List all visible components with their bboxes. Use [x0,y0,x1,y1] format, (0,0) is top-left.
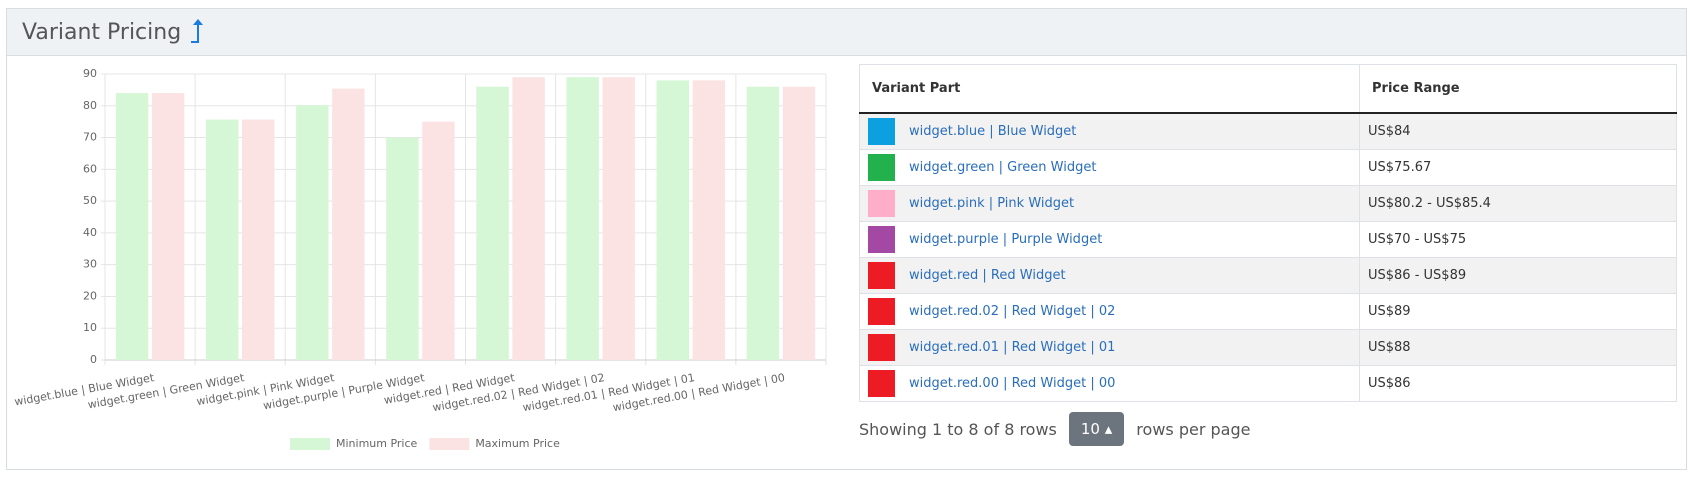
bar [422,121,455,361]
cell: widget.red.00 | Red Widget | 00 [859,365,1360,402]
bar [241,119,275,360]
y-tick-label: 50 [83,194,97,207]
part-link[interactable]: widget.pink | Pink Widget [909,196,1075,211]
price-cell: US$86 - US$89 [1359,257,1677,294]
legend-swatch [290,438,330,450]
cell: widget.blue | Blue Widget [859,112,1360,150]
panel: Variant Pricing [6,8,1687,470]
bar [386,137,419,360]
color-swatch [868,118,895,145]
table-row: widget.blue | Blue Widget US$84 [859,112,1677,150]
part-link[interactable]: widget.purple | Purple Widget [909,232,1103,247]
y-tick-label: 30 [83,258,97,271]
y-tick-label: 40 [83,226,97,239]
variant-table: Variant Part Price Range widget.blue | Blu… [859,64,1677,402]
table-row: widget.purple | Purple Widget US$70 - US$… [859,221,1677,258]
column-header[interactable]: Price Range [1359,64,1677,114]
part-link[interactable]: widget.green | Green Widget [909,160,1097,175]
part-link[interactable]: widget.red.02 | Red Widget | 02 [909,304,1116,319]
cell: widget.red.02 | Red Widget | 02 [859,293,1360,330]
y-tick-label: 90 [83,67,97,80]
y-tick-label: 70 [83,131,97,144]
bar [296,105,329,360]
price-cell: US$70 - US$75 [1359,221,1677,258]
cell: widget.pink | Pink Widget [859,185,1360,222]
bar [512,77,545,360]
color-swatch [868,154,895,181]
bar [115,93,149,361]
bar [656,80,690,360]
color-swatch [868,190,895,217]
color-swatch [868,262,895,289]
color-swatch [868,298,895,325]
price-cell: US$75.67 [1359,149,1677,186]
bar [151,93,185,361]
y-tick-label: 60 [83,162,97,175]
bar [746,86,780,360]
cell: widget.red.01 | Red Widget | 01 [859,329,1360,366]
table-row: widget.red.00 | Red Widget | 00 US$86 [859,365,1677,402]
bar [602,77,635,360]
cell: widget.red | Red Widget [859,257,1360,294]
table-row: widget.pink | Pink Widget US$80.2 - US$85… [859,185,1677,222]
legend-label: Maximum Price [475,437,560,450]
table-row: widget.red.01 | Red Widget | 01 US$88 [859,329,1677,366]
price-cell: US$88 [1359,329,1677,366]
y-tick-label: 20 [83,289,97,302]
bar [566,77,599,360]
price-cell: US$84 [1359,112,1677,150]
color-swatch [868,334,895,361]
page-size: 10 [1080,420,1100,438]
legend-label: Minimum Price [336,437,418,450]
bar [476,86,509,360]
color-swatch [868,370,895,397]
pagination-summary: Showing 1 to 8 of 8 rows [859,419,1057,439]
pagination: Showing 1 to 8 of 8 rows 10 ▴ rows per p… [859,412,1250,446]
legend-swatch [429,438,470,450]
y-tick-label: 10 [83,321,97,334]
bar [332,88,365,360]
price-cell: US$86 [1359,365,1677,402]
pagination-suffix: rows per page [1136,419,1251,439]
bar [205,119,239,360]
panel-title: Variant Pricing [22,19,182,45]
y-tick-label: 80 [83,99,97,112]
page-size-button[interactable]: 10 ▴ [1068,412,1125,446]
table-row: widget.red | Red Widget US$86 - US$89 [859,257,1677,294]
price-cell: US$89 [1359,293,1677,330]
cell: widget.purple | Purple Widget [859,221,1360,258]
y-tick-label: 0 [90,353,97,366]
bar [692,80,726,360]
part-link[interactable]: widget.red.00 | Red Widget | 00 [909,376,1116,391]
column-header[interactable]: Variant Part [859,64,1360,114]
table-row: widget.green | Green Widget US$75.67 [859,149,1677,186]
part-link[interactable]: widget.red | Red Widget [909,268,1066,283]
color-swatch [868,226,895,253]
panel-header: Variant Pricing [7,9,1686,56]
price-cell: US$80.2 - US$85.4 [1359,185,1677,222]
sort-icon[interactable] [187,19,207,45]
table-row: widget.red.02 | Red Widget | 02 US$89 [859,293,1677,330]
cell: widget.green | Green Widget [859,149,1360,186]
part-link[interactable]: widget.blue | Blue Widget [909,124,1077,139]
part-link[interactable]: widget.red.01 | Red Widget | 01 [909,340,1116,355]
bar [782,86,816,360]
